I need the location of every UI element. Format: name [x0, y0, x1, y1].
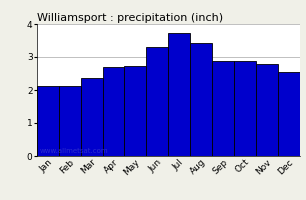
Bar	[168, 33, 190, 156]
Bar	[59, 86, 80, 156]
Bar	[256, 64, 278, 156]
Bar	[80, 78, 103, 156]
Bar	[234, 61, 256, 156]
Bar	[37, 86, 59, 156]
Bar	[103, 67, 125, 156]
Bar	[125, 66, 146, 156]
Bar	[190, 43, 212, 156]
Bar	[212, 61, 234, 156]
Bar	[146, 47, 168, 156]
Text: www.allmetsat.com: www.allmetsat.com	[39, 148, 108, 154]
Bar	[278, 72, 300, 156]
Text: Williamsport : precipitation (inch): Williamsport : precipitation (inch)	[37, 13, 223, 23]
